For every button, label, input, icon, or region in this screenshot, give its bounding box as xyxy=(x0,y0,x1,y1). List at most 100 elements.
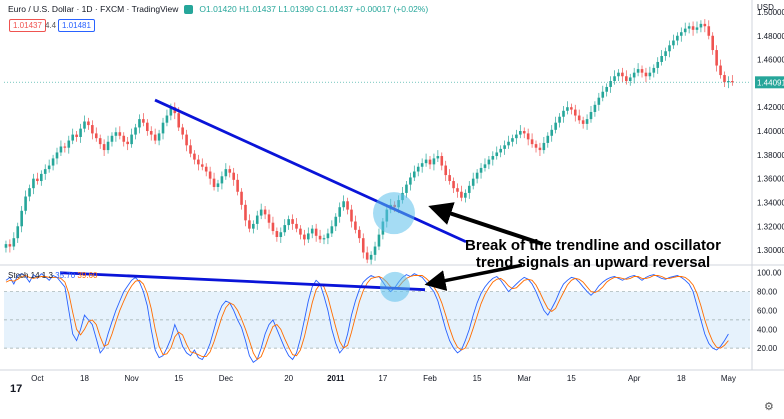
price-tick-label: 1.40000 xyxy=(757,127,784,136)
candle-body xyxy=(79,128,82,137)
candle-body xyxy=(369,254,373,260)
candle-body xyxy=(660,56,663,62)
candle-body xyxy=(507,141,510,146)
stoch-k-value: 35.70 xyxy=(55,271,76,280)
visibility-eye-icon[interactable] xyxy=(184,4,194,14)
stoch-title[interactable]: Stoch 14 1 3 xyxy=(8,271,53,280)
candle-body xyxy=(409,177,412,185)
candle-body xyxy=(373,246,377,255)
candle-body xyxy=(668,45,671,52)
candle-body xyxy=(491,156,495,160)
sell-price-box[interactable]: 1.01437 xyxy=(9,19,46,32)
candle-body xyxy=(216,183,220,187)
candle-body xyxy=(75,134,78,137)
candle-body xyxy=(149,131,153,135)
candle-body xyxy=(546,135,550,143)
symbol-title[interactable]: Euro / U.S. Dollar · 1D · FXCM · Trading… xyxy=(8,4,179,14)
candle-body xyxy=(648,72,652,77)
candle-body xyxy=(91,125,94,134)
candle-body xyxy=(220,176,224,184)
last-price-tag-label: 1.44091 xyxy=(757,78,784,87)
candle-body xyxy=(169,107,173,116)
candle-body xyxy=(436,156,440,159)
candle-body xyxy=(228,169,232,173)
candle-body xyxy=(134,127,137,135)
candle-body xyxy=(126,141,129,145)
stoch-highlight xyxy=(380,271,410,302)
price-tick-label: 1.36000 xyxy=(757,175,784,184)
candle-body xyxy=(47,165,51,170)
candle-body xyxy=(534,144,538,148)
time-tick-label: May xyxy=(721,374,736,383)
candle-body xyxy=(330,226,334,234)
candle-body xyxy=(703,23,707,27)
candle-body xyxy=(16,226,20,239)
candle-body xyxy=(656,61,660,68)
candle-body xyxy=(36,178,39,182)
candle-body xyxy=(295,223,298,229)
buy-price-box[interactable]: 1.01481 xyxy=(58,19,95,32)
symbol-header: Euro / U.S. Dollar · 1D · FXCM · Trading… xyxy=(8,4,428,14)
candle-body xyxy=(102,144,106,151)
candle-body xyxy=(342,201,345,208)
candle-body xyxy=(723,75,726,83)
candle-body xyxy=(566,107,569,111)
candle-body xyxy=(711,35,714,51)
candle-body xyxy=(475,172,479,179)
candle-body xyxy=(8,244,12,247)
candle-body xyxy=(314,228,318,236)
candle-body xyxy=(672,40,675,46)
candle-body xyxy=(24,196,27,211)
price-tick-label: 1.32000 xyxy=(757,222,784,231)
tradingview-logo-icon[interactable]: 17 xyxy=(10,383,23,395)
stoch-tick-label: 40.00 xyxy=(757,325,778,334)
candle-body xyxy=(636,69,640,73)
candle-body xyxy=(354,221,357,230)
stoch-tick-label: 100.00 xyxy=(757,269,782,278)
candle-body xyxy=(122,135,126,142)
candle-body xyxy=(695,27,699,30)
time-tick-label: Apr xyxy=(628,374,641,383)
candle-body xyxy=(185,134,188,146)
candle-body xyxy=(617,72,620,77)
candle-body xyxy=(236,179,239,192)
candle-body xyxy=(303,234,306,240)
candle-body xyxy=(299,228,302,235)
candle-body xyxy=(593,104,597,112)
candle-body xyxy=(83,121,86,129)
candle-body xyxy=(503,145,506,149)
candle-body xyxy=(28,188,31,197)
candle-body xyxy=(483,164,487,168)
candle-body xyxy=(652,67,656,73)
candle-body xyxy=(110,135,114,142)
candle-body xyxy=(605,86,608,92)
candle-body xyxy=(350,209,353,222)
candle-body xyxy=(589,111,593,120)
candle-body xyxy=(570,107,573,110)
stoch-tick-label: 80.00 xyxy=(757,288,778,297)
low-value: L1.01390 xyxy=(278,4,314,14)
candle-body xyxy=(479,167,483,173)
candle-body xyxy=(687,26,691,29)
time-tick-label: Dec xyxy=(219,374,233,383)
stoch-d-line xyxy=(5,275,729,361)
candle-body xyxy=(558,116,561,123)
candle-body xyxy=(460,191,463,198)
candle-body xyxy=(428,159,432,165)
price-tick-label: 1.38000 xyxy=(757,151,784,160)
candle-body xyxy=(51,158,55,166)
gear-icon[interactable]: ⚙ xyxy=(764,401,774,413)
candle-body xyxy=(471,178,475,186)
candle-body xyxy=(306,233,310,240)
price-tick-label: 1.34000 xyxy=(757,198,784,207)
candle-body xyxy=(621,72,624,77)
candle-body xyxy=(511,138,514,142)
candle-body xyxy=(715,50,718,66)
candle-body xyxy=(522,131,526,134)
time-tick-label: 17 xyxy=(378,374,387,383)
candle-body xyxy=(208,171,212,179)
candle-body xyxy=(283,225,287,233)
candle-body xyxy=(177,113,181,128)
candle-body xyxy=(142,119,145,123)
